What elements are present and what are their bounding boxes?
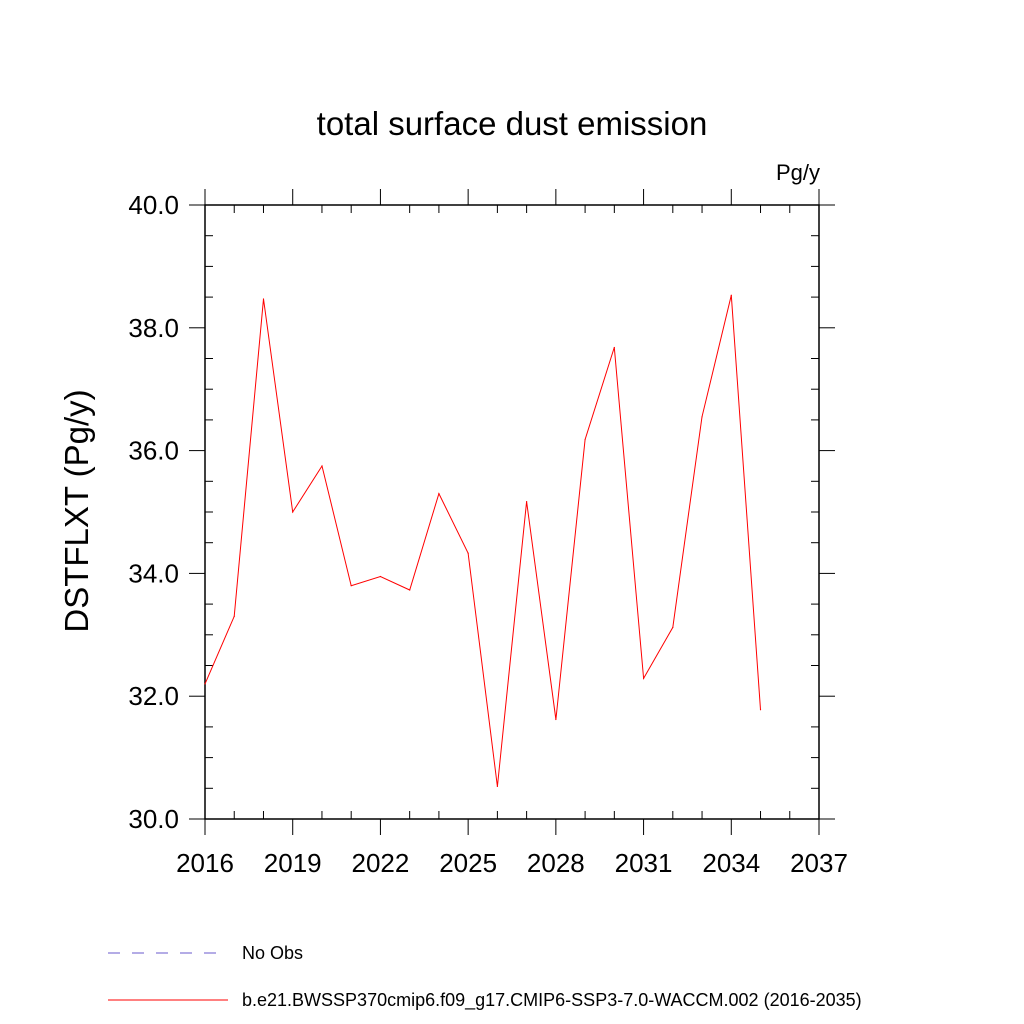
data-point [262,298,265,300]
axis-tick-labels: 2016 2019 2022 2025 2028 2031 2034 2037 30.0 32.0… [128,190,848,878]
legend-label-no-obs: No Obs [242,943,303,963]
x-tick-label: 2016 [176,848,234,878]
x-tick-label: 2022 [352,848,410,878]
data-point [730,294,732,296]
data-point [584,438,586,441]
data-point [672,626,674,629]
data-point [379,575,382,578]
y-tick-label: 38.0 [128,313,179,343]
x-tick-label: 2031 [615,848,673,878]
data-point [350,585,352,587]
data-point [701,416,703,418]
legend-label-model: b.e21.BWSSP370cmip6.f09_g17.CMIP6-SSP3-7… [242,990,862,1011]
data-point [409,589,411,591]
x-tick-label: 2034 [702,848,760,878]
data-point [292,511,294,513]
y-tick-label: 34.0 [128,558,179,588]
series-line-model [204,295,761,787]
units-label: Pg/y [776,160,820,185]
x-tick-label: 2037 [790,848,848,878]
data-point [496,785,498,788]
data-point [321,465,323,467]
data-point [438,492,440,495]
x-tick-label: 2019 [264,848,322,878]
y-axis-label: DSTFLXT (Pg/y) [58,389,95,632]
y-tick-label: 36.0 [128,436,179,466]
axis-ticks [189,189,835,835]
x-tick-label: 2025 [439,848,497,878]
y-tick-label: 32.0 [128,681,179,711]
data-point [467,552,469,554]
y-tick-label: 40.0 [128,190,179,220]
legend: No Obs b.e21.BWSSP370cmip6.f09_g17.CMIP6… [108,943,862,1011]
x-tick-label: 2028 [527,848,585,878]
data-point [642,677,645,679]
y-tick-label: 30.0 [128,804,179,834]
data-point [233,615,235,617]
chart-title: total surface dust emission [317,105,708,142]
data-point [613,346,615,349]
series-layer [204,294,762,788]
data-point [759,709,762,711]
data-point [555,718,557,721]
plot-frame [204,204,820,820]
data-point [526,500,528,503]
data-point [204,683,206,685]
